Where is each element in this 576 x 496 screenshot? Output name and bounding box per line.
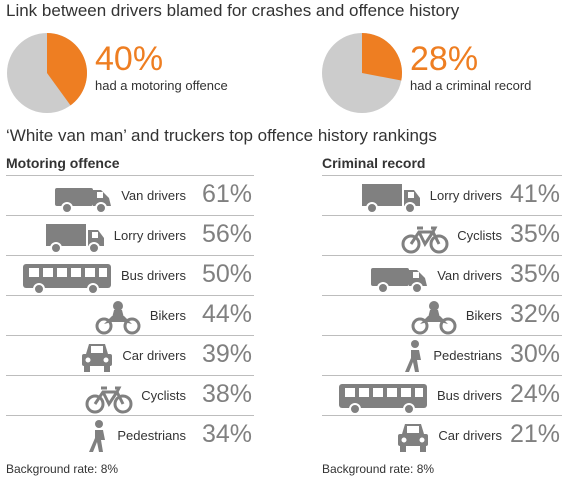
percent-value: 56% bbox=[201, 220, 252, 248]
lorry-icon bbox=[45, 224, 104, 254]
row-divider bbox=[322, 415, 562, 416]
criminal-record-pie bbox=[322, 33, 402, 113]
column-title: Motoring offence bbox=[6, 155, 120, 171]
percent-value: 32% bbox=[509, 300, 560, 328]
row-divider bbox=[6, 375, 254, 376]
percent-value: 44% bbox=[201, 300, 252, 328]
table-row: Van drivers 61% bbox=[6, 176, 254, 216]
category-label: Bikers bbox=[149, 308, 186, 323]
background-rate-note: Background rate: 8% bbox=[6, 462, 119, 476]
category-label: Bus drivers bbox=[436, 388, 502, 403]
percent-value: 61% bbox=[201, 180, 252, 208]
table-row: Lorry drivers 41% bbox=[322, 176, 562, 216]
table-row: Bus drivers 24% bbox=[322, 376, 562, 416]
percent-value: 50% bbox=[201, 260, 252, 288]
percent-value: 21% bbox=[509, 420, 560, 448]
bus-icon bbox=[338, 384, 427, 415]
category-label: Lorry drivers bbox=[429, 188, 502, 203]
percent-value: 35% bbox=[509, 220, 560, 248]
criminal-record-percent: 28% bbox=[410, 40, 479, 78]
motoring-offence-caption: had a motoring offence bbox=[95, 78, 228, 93]
row-divider bbox=[6, 295, 254, 296]
percent-value: 39% bbox=[201, 340, 252, 368]
table-row: Bikers 32% bbox=[322, 296, 562, 336]
table-row: Pedestrians 30% bbox=[322, 336, 562, 376]
table-row: Pedestrians 34% bbox=[6, 416, 254, 456]
bus-icon bbox=[22, 264, 111, 295]
category-label: Car drivers bbox=[438, 428, 502, 443]
motoring-offence-table: Motoring offence Van drivers 61% Lorry dri… bbox=[6, 155, 254, 476]
category-label: Cyclists bbox=[141, 388, 186, 403]
van-icon bbox=[55, 188, 112, 214]
table-row: Lorry drivers 56% bbox=[6, 216, 254, 256]
table-row: Cyclists 35% bbox=[322, 216, 562, 256]
table-rows: Lorry drivers 41% Cyclists 35% Van drivers 35… bbox=[322, 176, 562, 456]
rankings-subtitle: ‘White van man’ and truckers top offence… bbox=[6, 126, 437, 145]
category-label: Pedestrians bbox=[433, 348, 502, 363]
table-row: Bikers 44% bbox=[6, 296, 254, 336]
percent-value: 41% bbox=[509, 180, 560, 208]
car-icon bbox=[82, 344, 113, 372]
row-divider bbox=[6, 255, 254, 256]
category-label: Lorry drivers bbox=[113, 228, 186, 243]
pie-slice-motoring-offence bbox=[47, 33, 87, 106]
row-divider bbox=[6, 335, 254, 336]
percent-value: 30% bbox=[509, 340, 560, 368]
row-divider bbox=[322, 375, 562, 376]
category-label: Cyclists bbox=[457, 228, 502, 243]
page-title: Link between drivers blamed for crashes … bbox=[6, 1, 460, 20]
pedestrian-icon bbox=[89, 420, 106, 452]
divider bbox=[6, 175, 254, 176]
percent-value: 24% bbox=[509, 380, 560, 408]
row-divider bbox=[322, 255, 562, 256]
bicycle-icon bbox=[401, 226, 449, 254]
background-rate-note: Background rate: 8% bbox=[322, 462, 435, 476]
row-divider bbox=[6, 415, 254, 416]
car-icon bbox=[398, 424, 429, 452]
table-row: Van drivers 35% bbox=[322, 256, 562, 296]
category-label: Van drivers bbox=[121, 188, 186, 203]
percent-value: 35% bbox=[509, 260, 560, 288]
category-label: Van drivers bbox=[437, 268, 502, 283]
divider bbox=[322, 175, 562, 176]
category-label: Bikers bbox=[465, 308, 502, 323]
pedestrian-icon bbox=[405, 340, 422, 372]
table-row: Car drivers 39% bbox=[6, 336, 254, 376]
percent-value: 38% bbox=[201, 380, 252, 408]
motorbike-icon bbox=[95, 301, 141, 335]
column-title: Criminal record bbox=[322, 155, 426, 171]
row-divider bbox=[6, 215, 254, 216]
van-icon bbox=[371, 268, 428, 294]
category-label: Bus drivers bbox=[120, 268, 186, 283]
bicycle-icon bbox=[85, 386, 133, 414]
table-rows: Van drivers 61% Lorry drivers 56% Bus driver… bbox=[6, 176, 254, 456]
motoring-offence-percent: 40% bbox=[95, 40, 164, 78]
row-divider bbox=[322, 215, 562, 216]
row-divider bbox=[322, 335, 562, 336]
category-label: Car drivers bbox=[122, 348, 186, 363]
row-divider bbox=[322, 295, 562, 296]
motoring-offence-pie bbox=[7, 33, 87, 113]
category-label: Pedestrians bbox=[117, 428, 186, 443]
motorbike-icon bbox=[411, 301, 457, 335]
pie-slice-criminal-record bbox=[362, 33, 402, 81]
criminal-record-table: Criminal record Lorry drivers 41% Cyclists… bbox=[322, 155, 562, 476]
lorry-icon bbox=[361, 184, 420, 214]
criminal-record-caption: had a criminal record bbox=[410, 78, 532, 93]
table-row: Bus drivers 50% bbox=[6, 256, 254, 296]
table-row: Car drivers 21% bbox=[322, 416, 562, 456]
table-row: Cyclists 38% bbox=[6, 376, 254, 416]
percent-value: 34% bbox=[201, 420, 252, 448]
